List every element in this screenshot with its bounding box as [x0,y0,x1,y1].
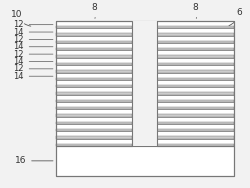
Bar [56,102,132,107]
Bar [56,21,132,146]
Bar [56,43,132,48]
Bar [157,26,234,28]
Bar [56,73,132,77]
Bar [157,109,234,114]
Bar [157,48,234,50]
Bar [157,131,234,136]
Bar [157,129,234,131]
Text: 12: 12 [13,50,53,59]
Bar [56,129,132,131]
Text: 6: 6 [229,8,242,26]
Bar [56,80,132,85]
Bar [56,107,132,109]
Bar [157,65,234,70]
Bar [56,136,132,139]
Bar [56,48,132,50]
Bar [56,77,132,80]
Bar [157,107,234,109]
Bar [157,92,234,95]
Bar [56,85,132,87]
Bar [56,144,132,146]
Text: 12: 12 [13,35,53,44]
Text: 14: 14 [13,72,53,81]
Bar [157,124,234,129]
Bar [56,146,234,176]
Bar [157,144,234,146]
Bar [56,139,132,144]
Bar [157,55,234,58]
Bar [56,117,132,122]
Bar [56,21,132,26]
Text: 8: 8 [91,3,97,18]
Bar [157,50,234,55]
Bar [56,63,132,65]
Bar [56,33,132,36]
Bar [157,114,234,117]
Bar [56,100,132,102]
Bar [157,58,234,63]
Bar [157,41,234,43]
Bar [56,95,132,100]
Bar [56,87,132,92]
Bar [157,36,234,41]
Bar [157,100,234,102]
Bar [132,21,157,146]
Bar [157,28,234,33]
Bar [56,28,132,33]
Text: 16: 16 [14,156,53,165]
Text: 10: 10 [11,10,31,26]
Bar [56,70,132,73]
Bar [157,21,234,26]
Bar [157,122,234,124]
Bar [56,65,132,70]
Bar [56,124,132,129]
Bar [56,21,234,176]
Bar [157,117,234,122]
Bar [56,122,132,124]
Bar [56,131,132,136]
Bar [157,33,234,36]
Text: 12: 12 [13,64,53,73]
Text: 14: 14 [13,27,53,36]
Bar [56,114,132,117]
Text: 12: 12 [13,20,53,29]
Bar [56,36,132,41]
Bar [157,77,234,80]
Bar [157,43,234,48]
Bar [157,80,234,85]
Bar [157,73,234,77]
Text: 14: 14 [13,42,53,51]
Bar [157,70,234,73]
Bar [56,92,132,95]
Bar [157,139,234,144]
Bar [157,87,234,92]
Text: 8: 8 [192,3,198,18]
Bar [157,63,234,65]
Bar [56,50,132,55]
Bar [56,41,132,43]
Bar [56,55,132,58]
Bar [56,58,132,63]
Bar [157,95,234,100]
Bar [157,21,234,146]
Text: 14: 14 [13,57,53,66]
Bar [56,26,132,28]
Bar [157,85,234,87]
Bar [56,109,132,114]
Bar [157,102,234,107]
Bar [157,136,234,139]
